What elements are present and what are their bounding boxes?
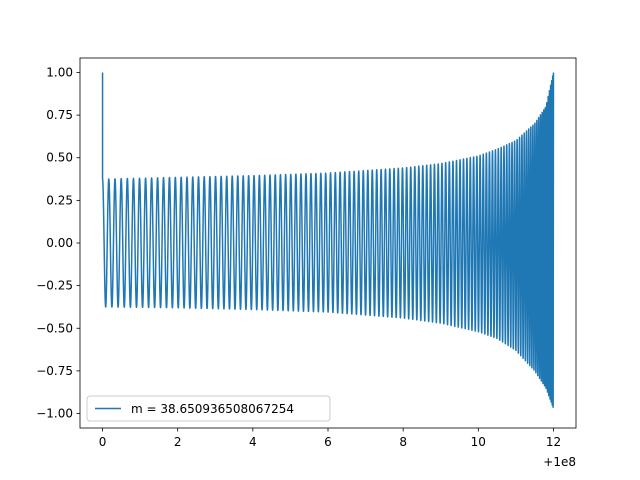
legend-box [86,395,331,422]
y-tick-label: −0.25 [36,279,73,293]
y-tick-label: 0.25 [46,193,73,207]
x-axis: 0 2 4 6 8 10 12 [99,428,561,449]
y-tick-label: −0.75 [36,364,73,378]
legend-label: m = 38.650936508067254 [131,402,294,416]
x-tick-label: 6 [324,435,332,449]
y-tick-label: −0.50 [36,321,73,335]
y-axis: 1.00 0.75 0.50 0.25 0.00 −0.25 −0.50 −0.75 −1.00 [36,65,80,421]
x-offset-label: +1e8 [543,455,576,469]
y-tick-label: −1.00 [36,407,73,421]
axes-frame [79,57,577,429]
y-tick-label: 0.75 [46,108,73,122]
x-tick-label: 2 [174,435,182,449]
y-tick-label: 0.50 [46,151,73,165]
series-line [101,72,555,409]
legend: m = 38.650936508067254 [86,395,331,422]
x-tick-label: 4 [249,435,257,449]
plot-area [101,72,555,409]
x-tick-label: 0 [99,435,107,449]
y-tick-label: 0.00 [46,236,73,250]
x-tick-label: 8 [399,435,407,449]
x-tick-label: 10 [471,435,486,449]
x-tick-label: 12 [546,435,561,449]
y-tick-label: 1.00 [46,65,73,79]
